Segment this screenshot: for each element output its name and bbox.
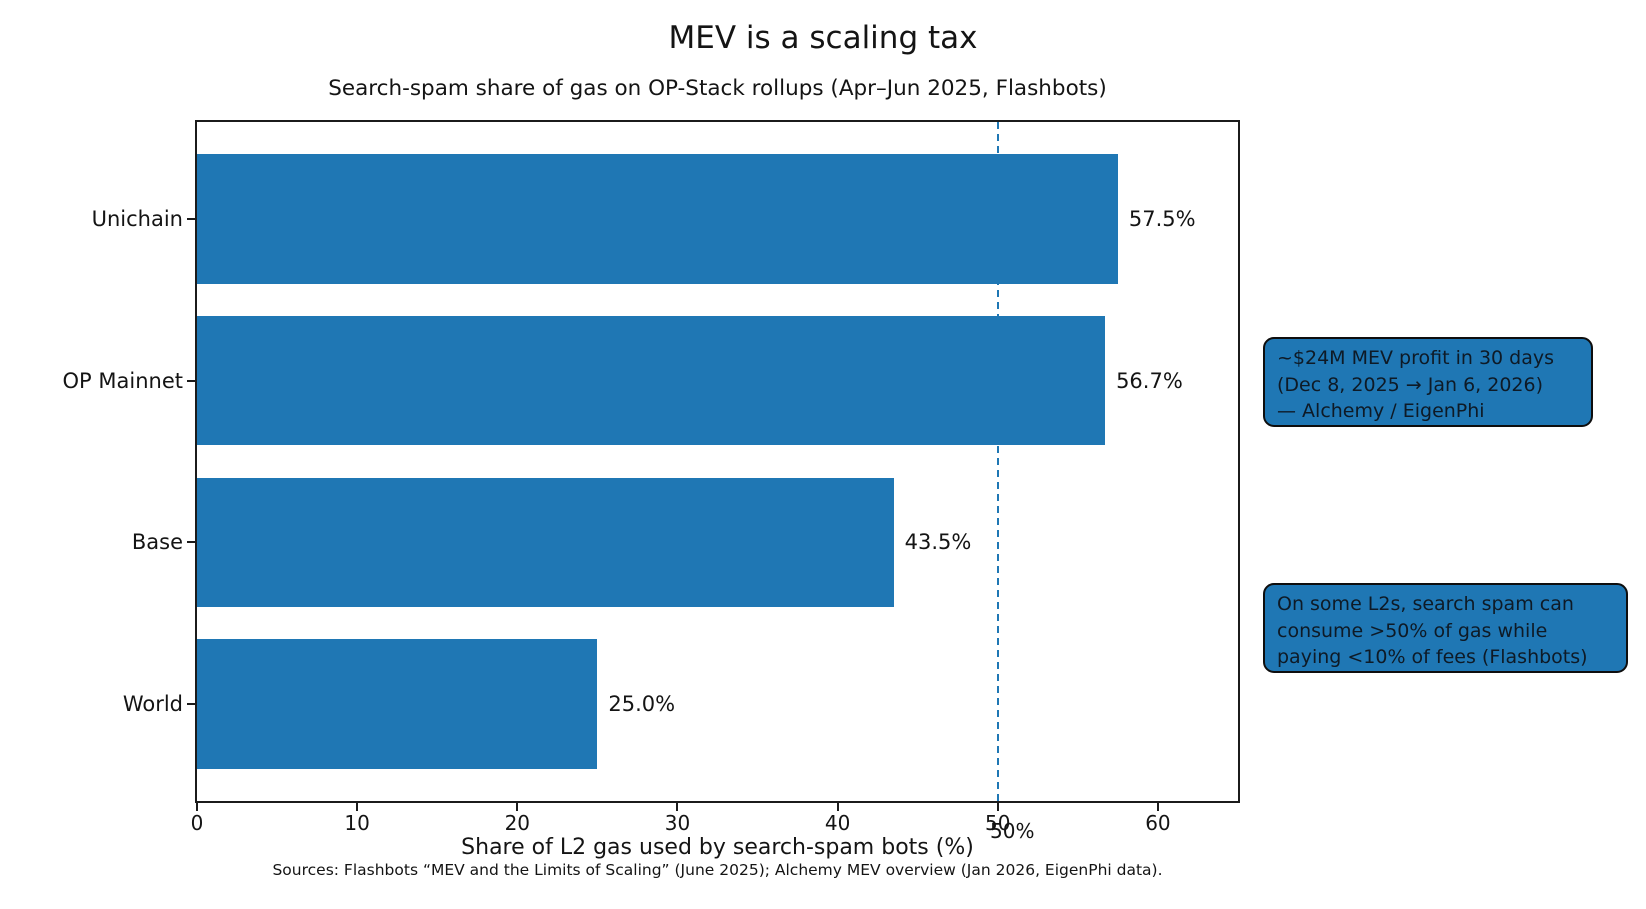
x-tick-label: 60 bbox=[1145, 811, 1171, 835]
plot-area: 57.5% 56.7% 43.5% 25.0% bbox=[195, 120, 1240, 803]
y-tick-mark bbox=[187, 379, 195, 382]
bar-world bbox=[197, 639, 598, 769]
x-tick-label: 40 bbox=[824, 811, 851, 835]
bar-value-label: 43.5% bbox=[904, 530, 972, 555]
bar-unichain bbox=[197, 154, 1118, 284]
x-tick-label: 30 bbox=[664, 811, 691, 835]
y-tick-mark bbox=[187, 218, 195, 220]
x-tick-label: 0 bbox=[190, 811, 204, 835]
y-tick-label: OP Mainnet bbox=[62, 368, 183, 393]
source-note: Sources: Flashbots “MEV and the Limits o… bbox=[272, 861, 1163, 879]
x-tick-label: 20 bbox=[504, 811, 531, 835]
y-tick-label: Base bbox=[131, 530, 183, 555]
x-tick-mark bbox=[676, 803, 679, 811]
x-tick-mark bbox=[196, 803, 198, 811]
bar-value-label: 56.7% bbox=[1116, 368, 1183, 393]
y-tick-mark bbox=[187, 541, 195, 544]
y-tick-mark bbox=[187, 703, 195, 705]
chart-title: MEV is a scaling tax bbox=[668, 20, 978, 56]
y-tick-label: World bbox=[122, 692, 183, 716]
x-tick-mark bbox=[1156, 803, 1159, 811]
bar-value-label: 57.5% bbox=[1128, 207, 1196, 231]
bar-op-mainnet bbox=[197, 316, 1106, 446]
bar-value-label: 25.0% bbox=[608, 692, 676, 716]
bar-base bbox=[197, 477, 894, 607]
chart-subtitle: Search-spam share of gas on OP-Stack rol… bbox=[328, 76, 1107, 101]
x-axis-label: Share of L2 gas used by search-spam bots… bbox=[461, 835, 974, 860]
x-tick-mark bbox=[836, 803, 839, 811]
annotation-mev-profit: ~$24M MEV profit in 30 days (Dec 8, 2025… bbox=[1263, 337, 1593, 427]
x-tick-mark bbox=[356, 803, 359, 811]
x-tick-label: 50 bbox=[985, 811, 1011, 835]
y-tick-label: Unichain bbox=[91, 207, 183, 231]
x-tick-mark bbox=[516, 803, 519, 811]
refline-label: 50% bbox=[990, 819, 1035, 843]
x-tick-label: 10 bbox=[344, 811, 370, 835]
annotation-spam-share: On some L2s, search spam can consume >50… bbox=[1263, 583, 1628, 673]
x-tick-mark bbox=[996, 803, 999, 811]
reference-line-50pct bbox=[996, 122, 999, 801]
